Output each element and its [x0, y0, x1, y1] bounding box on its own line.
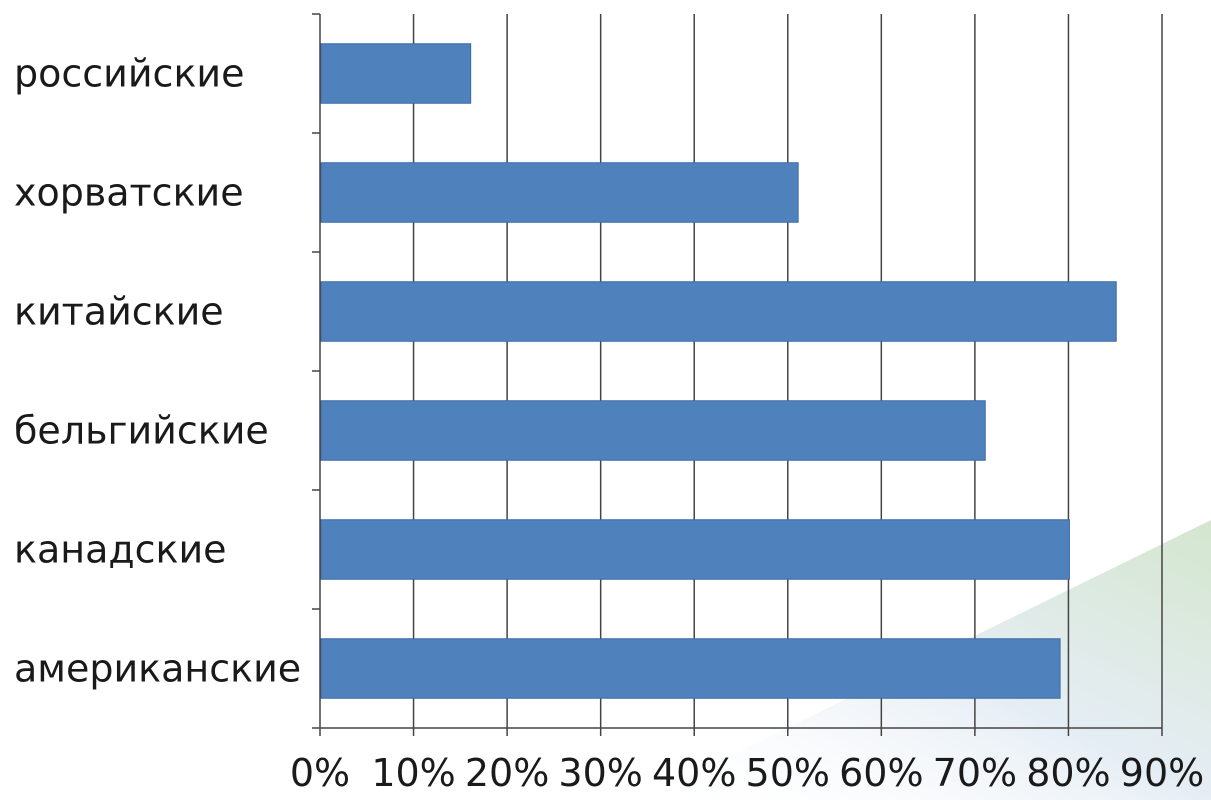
bar [320, 519, 1070, 580]
category-label: бельгийские [14, 409, 269, 453]
bar [320, 638, 1061, 699]
x-tick-label: 40% [652, 751, 736, 795]
bar [320, 281, 1117, 342]
bar [320, 162, 799, 223]
category-label: китайские [14, 290, 224, 334]
category-label: американские [14, 647, 301, 691]
x-tick-label: 0% [290, 751, 350, 795]
category-label: канадские [14, 528, 227, 572]
x-tick-label: 10% [371, 751, 455, 795]
bar [320, 43, 472, 104]
x-tick-label: 80% [1026, 751, 1110, 795]
x-tick-label: 60% [839, 751, 923, 795]
x-tick-label: 50% [746, 751, 830, 795]
bar [320, 400, 986, 461]
x-tick-label: 90% [1120, 751, 1204, 795]
x-tick-label: 20% [465, 751, 549, 795]
category-label: хорватские [14, 171, 244, 215]
x-tick-label: 30% [558, 751, 642, 795]
x-tick-label: 70% [933, 751, 1017, 795]
category-label: российские [14, 52, 244, 96]
